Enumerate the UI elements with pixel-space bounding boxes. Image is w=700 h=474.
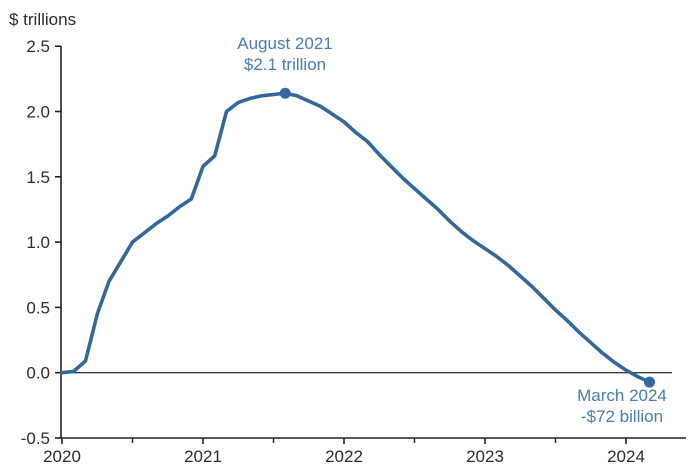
peak-marker <box>279 87 291 99</box>
x-axis-tick-label: 2022 <box>325 447 363 466</box>
end-annotation-value: -$72 billion <box>580 407 664 426</box>
end-annotation-date: March 2024 <box>577 386 667 405</box>
y-axis-tick-label: 1.5 <box>26 168 50 187</box>
y-axis-tick-label: 1.0 <box>26 233 50 252</box>
peak-annotation-date: August 2021 <box>237 34 333 53</box>
end-annotation: March 2024 -$72 billion <box>577 385 667 427</box>
x-axis-tick-label: 2021 <box>184 447 222 466</box>
peak-annotation: August 2021 $2.1 trillion <box>237 33 332 75</box>
series-line <box>60 91 652 384</box>
x-axis-tick-label: 2020 <box>43 447 81 466</box>
y-axis-tick-label: 2.0 <box>26 103 50 122</box>
end-marker <box>644 376 655 388</box>
y-axis-tick-label: -0.5 <box>21 429 50 448</box>
y-axis-tick-label: 2.5 <box>26 37 50 56</box>
x-axis-tick-label: 2023 <box>466 447 504 466</box>
x-axis-tick-label: 2024 <box>607 447 645 466</box>
y-axis-tick-label: 0.5 <box>26 298 50 317</box>
y-axis-tick-label: 0.0 <box>26 364 50 383</box>
peak-annotation-value: $2.1 trillion <box>243 55 327 74</box>
y-axis-units-label: $ trillions <box>9 10 77 29</box>
